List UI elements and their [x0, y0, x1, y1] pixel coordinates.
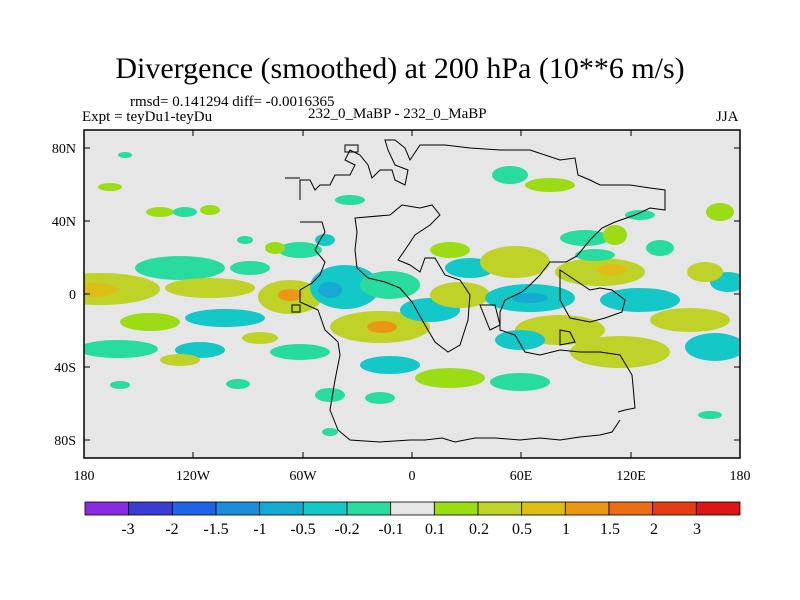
divergence-field [84, 152, 740, 436]
xtick-0: 180 [74, 469, 95, 484]
cb-label-10: 1 [562, 521, 570, 538]
expt-label: Expt = teyDu1-teyDu [82, 109, 213, 125]
xtick-3: 0 [409, 469, 416, 484]
colorbar-swatch-14 [695, 501, 741, 516]
cb-label-0: -3 [121, 521, 134, 538]
ytick-1: 40N [52, 215, 76, 230]
coastline-outline [285, 139, 666, 443]
colorbar-swatch-2 [171, 501, 217, 516]
case-label: 232_0_MaBP - 232_0_MaBP [308, 106, 487, 122]
cb-label-12: 2 [650, 521, 658, 538]
colorbar-swatch-8 [433, 501, 479, 516]
colorbar-swatch-6 [346, 501, 392, 516]
xtick-4: 60E [510, 469, 533, 484]
cb-label-6: -0.1 [378, 521, 403, 538]
colorbar-swatch-4 [259, 501, 304, 516]
xtick-2: 60W [289, 469, 317, 484]
colorbar-swatch-5 [302, 501, 348, 516]
stats-text: rmsd= 0.141294 diff= -0.0016365 [130, 94, 335, 110]
plot-title: Divergence (smoothed) at 200 hPa (10**6 … [115, 52, 685, 85]
cb-label-5: -0.2 [334, 521, 359, 538]
colorbar-swatch-11 [564, 501, 610, 516]
colorbar-swatch-10 [521, 501, 566, 516]
colorbar-swatch-9 [477, 501, 523, 516]
cb-label-1: -2 [165, 521, 178, 538]
colorbar-swatch-12 [608, 501, 654, 516]
ytick-3: 40S [54, 361, 76, 376]
cb-label-4: -0.5 [290, 521, 315, 538]
cb-label-2: -1.5 [203, 521, 228, 538]
x-tick-labels: 180 120W 60W 0 60E 120E 180 [74, 469, 751, 484]
xtick-5: 120E [616, 469, 646, 484]
xtick-6: 180 [730, 469, 751, 484]
colorbar-swatch-1 [128, 501, 173, 516]
colorbar-labels: -3 -2 -1.5 -1 -0.5 -0.2 -0.1 0.1 0.2 0.5… [121, 521, 701, 538]
colorbar-swatch-3 [215, 501, 261, 516]
cb-label-8: 0.2 [469, 521, 489, 538]
axis-ticks [83, 130, 741, 458]
cb-label-3: -1 [253, 521, 266, 538]
cb-label-11: 1.5 [600, 521, 620, 538]
ytick-4: 80S [54, 434, 76, 449]
season-label: JJA [716, 109, 739, 125]
colorbar [84, 501, 741, 516]
colorbar-swatch-7 [390, 501, 435, 516]
colorbar-swatch-0 [84, 501, 130, 516]
cb-label-9: 0.5 [512, 521, 532, 538]
cb-label-13: 3 [693, 521, 701, 538]
xtick-1: 120W [176, 469, 211, 484]
y-tick-labels: 80N 40N 0 40S 80S [52, 142, 76, 449]
cb-label-7: 0.1 [425, 521, 445, 538]
colorbar-swatch-13 [652, 501, 697, 516]
ytick-2: 0 [69, 288, 76, 303]
ytick-0: 80N [52, 142, 76, 157]
